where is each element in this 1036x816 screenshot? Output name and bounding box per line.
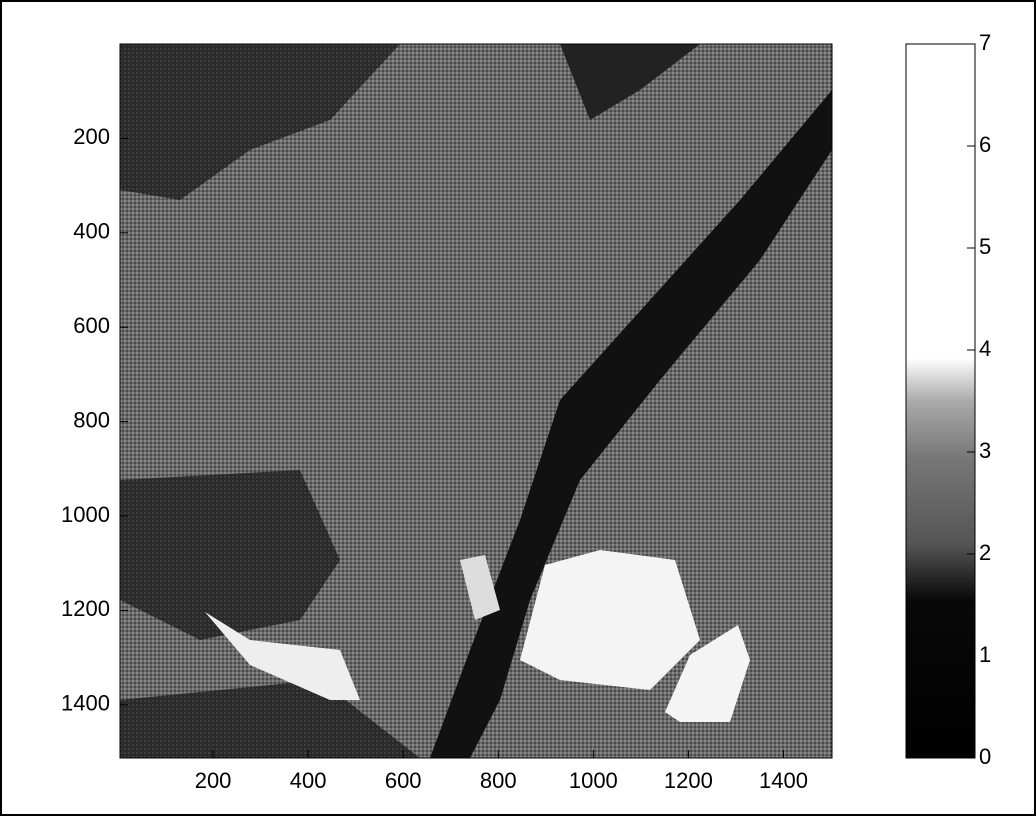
y-tick-label: 600	[73, 313, 110, 338]
x-tick-label: 200	[195, 768, 232, 793]
colorbar-tick-label: 4	[979, 336, 991, 361]
x-tick-label: 1000	[569, 768, 618, 793]
colorbar-tick-label: 0	[979, 744, 991, 769]
colorbar-tick-label: 7	[979, 30, 991, 55]
page: 200 400 600 800 1000 1200 1400 200 400 600 800 1000…	[0, 0, 1036, 816]
colorbar-tick-label: 6	[979, 132, 991, 157]
colorbar	[906, 44, 975, 758]
x-tick-label: 400	[290, 768, 327, 793]
y-tick-label: 1000	[61, 502, 110, 527]
x-tick-label: 1400	[759, 768, 808, 793]
colorbar-tick-label: 2	[979, 540, 991, 565]
y-tick-label: 200	[73, 124, 110, 149]
x-tick-label: 600	[385, 768, 422, 793]
colorbar-tick-label: 3	[979, 438, 991, 463]
y-tick-label: 1200	[61, 596, 110, 621]
y-tick-label: 1400	[61, 691, 110, 716]
colorbar-tick-label: 5	[979, 234, 991, 259]
y-tick-label: 400	[73, 219, 110, 244]
figure: 200 400 600 800 1000 1200 1400 200 400 600 800 1000…	[0, 0, 1036, 816]
image	[120, 44, 832, 758]
y-tick-label: 800	[73, 407, 110, 432]
colorbar-tick-label: 1	[979, 642, 991, 667]
x-tick-label: 1200	[664, 768, 713, 793]
x-tick-label: 800	[480, 768, 517, 793]
